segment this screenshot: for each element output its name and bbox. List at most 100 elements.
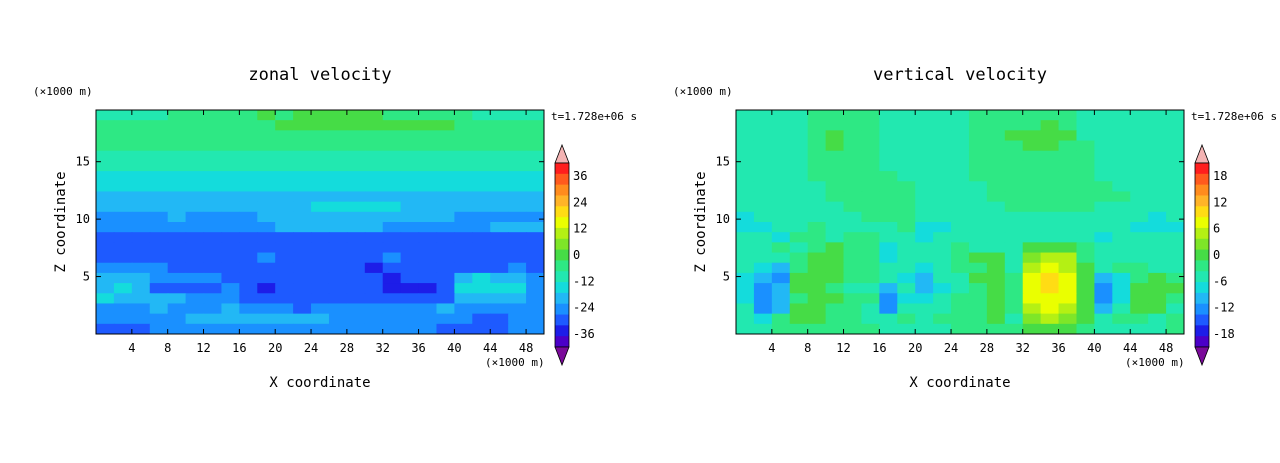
heatmap-cell — [1004, 232, 1024, 243]
heatmap-cell — [933, 171, 952, 182]
heatmap-cell — [436, 130, 455, 142]
heatmap-cell — [472, 323, 491, 334]
heatmap-cell — [167, 160, 187, 172]
heatmap-cell — [364, 201, 384, 213]
y-axis-label: Z coordinate — [693, 171, 709, 272]
colorbar-band — [555, 282, 569, 294]
heatmap-cell — [951, 252, 970, 264]
heatmap-cell — [275, 252, 294, 264]
heatmap-cell — [879, 252, 898, 264]
heatmap-cell — [897, 171, 916, 182]
heatmap-cell — [257, 130, 276, 142]
heatmap-cell — [807, 110, 827, 121]
heatmap-cell — [490, 293, 509, 305]
heatmap-cell — [915, 222, 934, 233]
heatmap-cell — [951, 130, 970, 142]
heatmap-cell — [149, 171, 169, 182]
heatmap-cell — [346, 201, 366, 213]
heatmap-cell — [203, 120, 223, 131]
heatmap-cell — [1076, 242, 1095, 254]
heatmap-cell — [328, 303, 348, 315]
heatmap-cell — [753, 120, 773, 131]
heatmap-cell — [167, 283, 187, 294]
heatmap-cell — [96, 262, 115, 274]
heatmap-cell — [239, 313, 258, 325]
heatmap-cell — [364, 130, 384, 142]
heatmap-cell — [1166, 160, 1184, 172]
heatmap-cell — [1112, 201, 1131, 213]
heatmap-cell — [1166, 232, 1184, 243]
heatmap-cell — [257, 110, 276, 121]
heatmap-cell — [364, 313, 384, 325]
heatmap-cell — [825, 252, 845, 264]
heatmap-cell — [346, 211, 366, 223]
heatmap-cell — [400, 323, 420, 334]
heatmap-cell — [239, 252, 258, 264]
heatmap-cell — [131, 181, 151, 193]
heatmap-cell — [1166, 252, 1184, 264]
heatmap-cell — [1004, 323, 1024, 334]
heatmap-cell — [753, 303, 773, 315]
heatmap-cell — [346, 323, 366, 334]
heatmap-cell — [311, 181, 330, 193]
heatmap-cell — [1040, 242, 1060, 254]
heatmap-cell — [221, 232, 240, 243]
heatmap-cell — [986, 313, 1006, 325]
heatmap-cell — [472, 313, 491, 325]
heatmap-cell — [951, 222, 970, 233]
heatmap-cell — [807, 160, 827, 172]
heatmap-cell — [203, 262, 223, 274]
heatmap-cell — [113, 201, 133, 213]
heatmap-cell — [933, 293, 952, 305]
heatmap-cell — [526, 110, 544, 121]
heatmap-cell — [203, 252, 223, 264]
heatmap-cell — [131, 222, 151, 233]
heatmap-cell — [861, 272, 880, 284]
heatmap-cell — [968, 283, 988, 294]
heatmap-cell — [1022, 110, 1042, 121]
heatmap-cell — [915, 272, 934, 284]
heatmap-cell — [933, 120, 952, 131]
heatmap-cell — [1094, 171, 1113, 182]
heatmap-cell — [736, 181, 755, 193]
heatmap-cell — [1130, 181, 1149, 193]
heatmap-cell — [113, 211, 133, 223]
heatmap-cell — [736, 211, 755, 223]
heatmap-cell — [203, 181, 223, 193]
heatmap-cell — [293, 222, 312, 233]
heatmap-cell — [1058, 211, 1078, 223]
heatmap-cell — [221, 283, 240, 294]
heatmap-cell — [454, 262, 473, 274]
colorbar-tick-label: 36 — [573, 169, 587, 183]
heatmap-cell — [526, 181, 544, 193]
heatmap-cell — [771, 110, 791, 121]
heatmap-cell — [311, 293, 330, 305]
heatmap-cell — [526, 150, 544, 162]
heatmap-cell — [275, 283, 294, 294]
heatmap-cell — [328, 130, 348, 142]
heatmap-cell — [96, 313, 115, 325]
heatmap-cell — [986, 323, 1006, 334]
colorbar-tick-label: 6 — [1213, 222, 1220, 236]
heatmap-cell — [113, 181, 133, 193]
heatmap-cell — [1004, 191, 1024, 203]
heatmap-cell — [293, 160, 312, 172]
heatmap-cell — [986, 181, 1006, 193]
heatmap-cell — [167, 201, 187, 213]
heatmap-cell — [807, 323, 827, 334]
heatmap-cell — [167, 303, 187, 315]
colorbar-band — [555, 206, 569, 218]
heatmap-cell — [508, 272, 527, 284]
heatmap-cell — [113, 120, 133, 131]
heatmap-cell — [239, 171, 258, 182]
heatmap-cell — [311, 313, 330, 325]
heatmap-cell — [113, 232, 133, 243]
heatmap-cell — [364, 232, 384, 243]
heatmap-cell — [328, 160, 348, 172]
heatmap-cell — [346, 283, 366, 294]
heatmap-cell — [915, 232, 934, 243]
heatmap-cell — [951, 303, 970, 315]
heatmap-cell — [753, 283, 773, 294]
heatmap-cell — [293, 110, 312, 121]
heatmap-cell — [364, 140, 384, 152]
